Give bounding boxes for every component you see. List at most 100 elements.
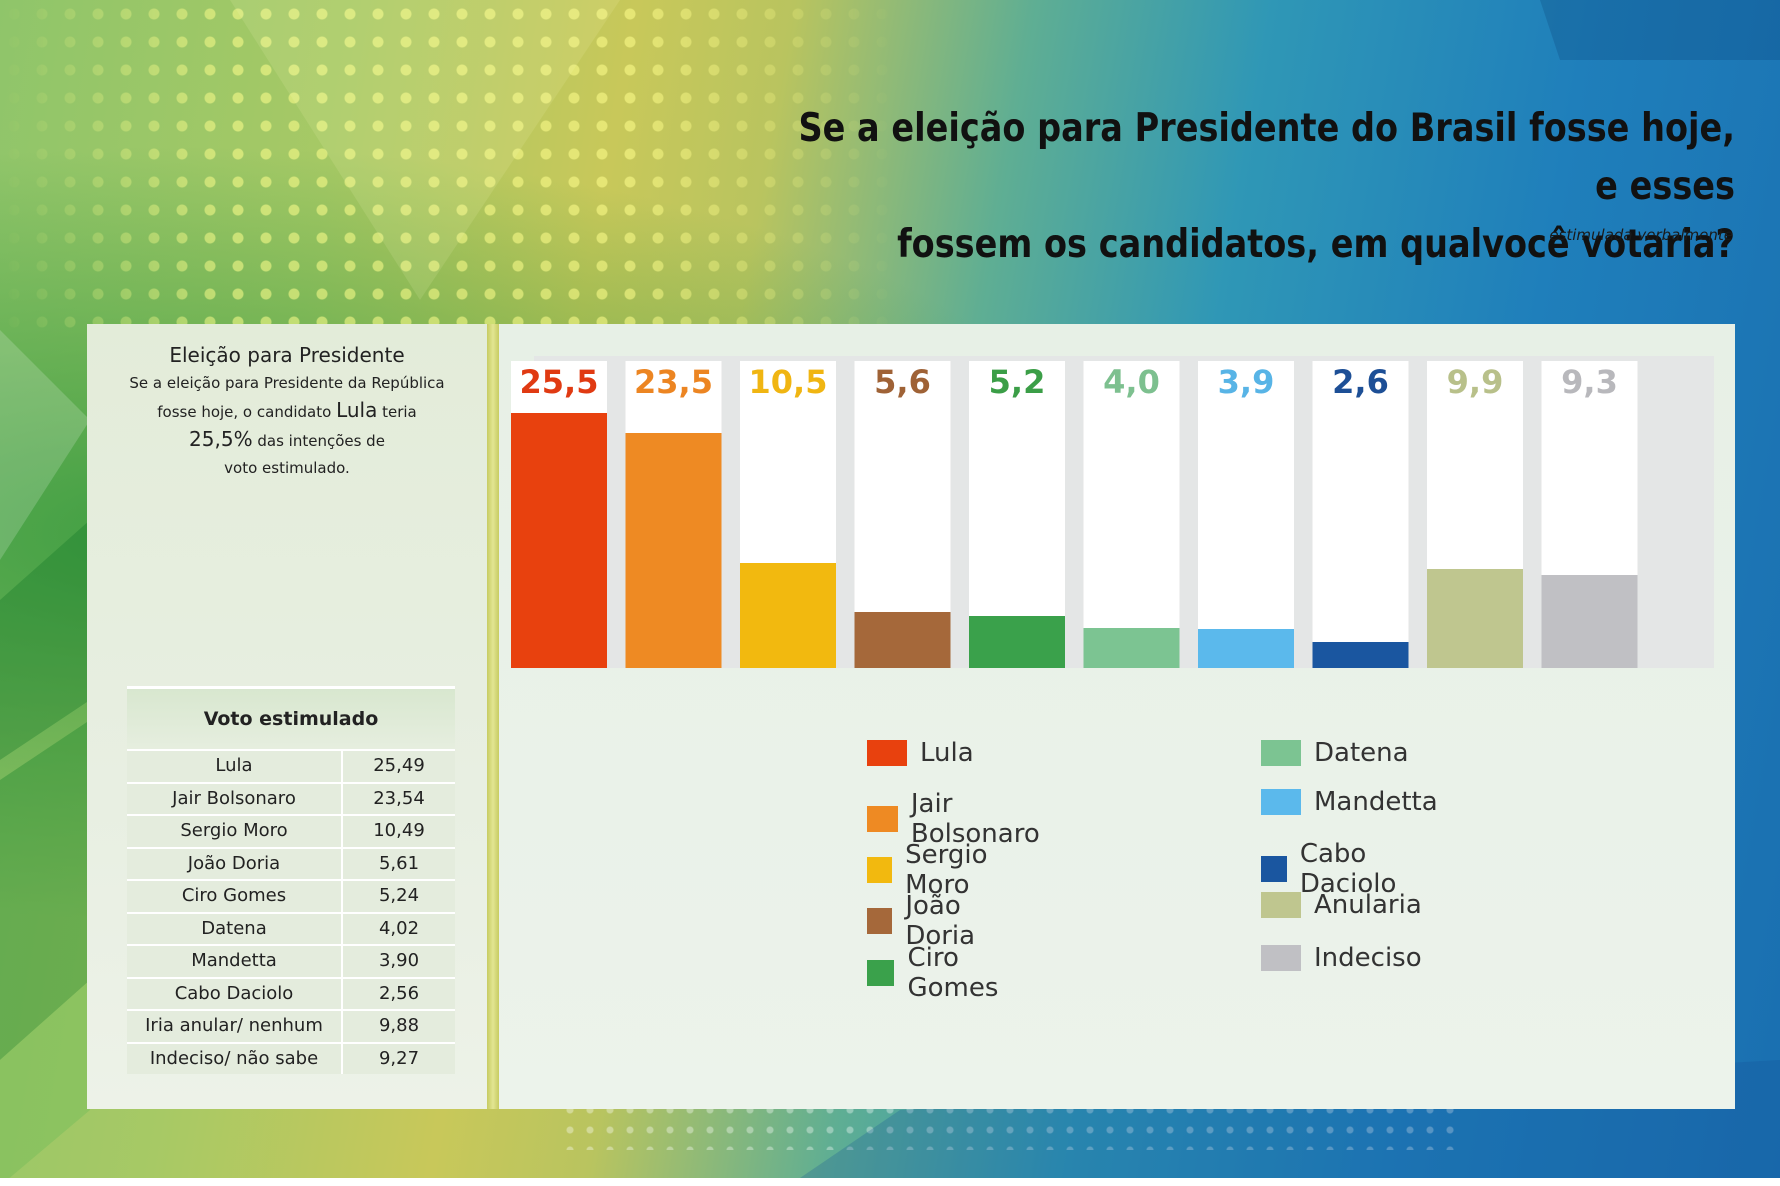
- legend-label: João Doria: [905, 891, 976, 951]
- bar: [969, 616, 1065, 668]
- table-cell-value: 25,49: [373, 755, 425, 776]
- summary-line-1: Se a eleição para Presidente da Repúblic…: [129, 374, 445, 392]
- summary-heading: Eleição para Presidente: [169, 343, 405, 367]
- data-label: 10,5: [749, 363, 828, 401]
- bar: [740, 563, 836, 668]
- legend-swatch: [1261, 740, 1301, 766]
- legend-item: Jair Bolsonaro: [867, 789, 1049, 849]
- legend-label: Datena: [1314, 738, 1409, 768]
- bar-slot: [1198, 361, 1294, 668]
- panel-separator: [487, 324, 499, 1109]
- data-label: 5,2: [989, 363, 1046, 401]
- table-cell-value: 4,02: [378, 917, 420, 939]
- legend-item: Sergio Moro: [867, 840, 1002, 900]
- chart-panel: 25,5 23,5 10,5 5,6 5,2 4,0 3,9 2,6 9,9 9,3 Lula Ja…: [499, 324, 1735, 1109]
- bar-slot: [1083, 361, 1180, 668]
- legend-label: Anularia: [1314, 890, 1422, 920]
- table-row: Cabo Daciolo 2,56: [127, 976, 455, 1009]
- legend-item: Indeciso: [1261, 943, 1422, 973]
- legend-item: Anularia: [1261, 890, 1422, 920]
- legend-swatch: [1261, 789, 1301, 815]
- table-row: Lula 25,49: [127, 749, 455, 782]
- legend-swatch: [867, 960, 895, 986]
- table-cell-name: Iria anular/ nenhum: [127, 1011, 343, 1042]
- chart-title: Se a eleição para Presidente do Brasil f…: [789, 100, 1735, 274]
- legend-swatch: [867, 806, 898, 832]
- legend-item: Lula: [867, 738, 974, 768]
- legend-swatch: [867, 857, 893, 883]
- legend-label: Lula: [920, 738, 974, 768]
- table-cell-name: Ciro Gomes: [127, 881, 343, 912]
- votes-table: Voto estimulado Lula 25,49 Jair Bolsonaro 2…: [127, 686, 455, 1074]
- title-line-2: fossem os candidatos, em qualvocê votari…: [897, 222, 1735, 267]
- table-cell-value: 5,61: [378, 852, 420, 874]
- bottom-strip: [0, 1178, 1780, 1186]
- table-cell-name: Indeciso/ não sabe: [127, 1043, 343, 1074]
- legend-swatch: [867, 740, 907, 766]
- table-cell-value: 9,88: [378, 1015, 420, 1036]
- table-cell-value: 23,54: [373, 787, 425, 809]
- data-label: 9,9: [1447, 363, 1504, 401]
- legend-label: Cabo Daciolo: [1299, 839, 1397, 899]
- table-row: Sergio Moro 10,49: [127, 814, 455, 847]
- data-label: 25,5: [520, 363, 599, 401]
- table-cell-name: Lula: [127, 751, 343, 782]
- table-row: Ciro Gomes 5,24: [127, 879, 455, 912]
- table-row: João Doria 5,61: [127, 846, 455, 879]
- legend-item: Mandetta: [1261, 787, 1438, 817]
- data-label: 5,6: [874, 363, 931, 401]
- legend-label: Ciro Gomes: [907, 943, 999, 1003]
- table-cell-value: 3,90: [378, 950, 420, 971]
- summary-line-3: 25,5% das intenções de: [100, 426, 474, 455]
- table-cell-name: Mandetta: [127, 946, 343, 977]
- legend-label: Sergio Moro: [905, 840, 988, 900]
- summary-text: Eleição para Presidente Se a eleição par…: [100, 340, 474, 482]
- subtitle-note: estimulada verbalmente: [1549, 226, 1733, 244]
- bar: [1427, 569, 1523, 668]
- bar: [625, 433, 722, 668]
- summary-percent: 25,5%: [189, 427, 253, 451]
- title-line-1: Se a eleição para Presidente do Brasil f…: [798, 106, 1735, 209]
- data-label: 9,3: [1561, 363, 1618, 401]
- table-row: Mandetta 3,90: [127, 944, 455, 977]
- legend-item: Cabo Daciolo: [1261, 839, 1411, 899]
- table-cell-name: Datena: [127, 913, 343, 944]
- legend-item: João Doria: [867, 891, 990, 951]
- legend-label: Indeciso: [1314, 943, 1422, 973]
- data-label: 3,9: [1218, 363, 1275, 401]
- summary-line-2-post: teria: [377, 403, 417, 421]
- table-cell-value: 9,27: [378, 1047, 420, 1069]
- table-header: Voto estimulado: [127, 686, 455, 749]
- summary-line-2-pre: fosse hoje, o candidato: [157, 403, 337, 421]
- bar: [511, 413, 607, 668]
- bar-slot: [1312, 361, 1409, 668]
- dot-pattern: [0, 0, 900, 330]
- legend-swatch: [867, 908, 893, 934]
- table-cell-value: 2,56: [378, 982, 420, 1004]
- table-cell-name: Jair Bolsonaro: [127, 783, 343, 814]
- legend-item: Datena: [1261, 738, 1409, 768]
- data-label: 2,6: [1332, 363, 1389, 401]
- bar: [854, 612, 951, 668]
- table-cell-name: João Doria: [127, 848, 343, 879]
- table-cell-name: Sergio Moro: [127, 816, 343, 847]
- bar: [1198, 629, 1294, 668]
- legend-item: Ciro Gomes: [867, 943, 1011, 1003]
- bar: [1083, 628, 1180, 668]
- bar-chart: 25,5 23,5 10,5 5,6 5,2 4,0 3,9 2,6 9,9 9,3: [511, 356, 1714, 668]
- data-label: 4,0: [1103, 363, 1160, 401]
- data-label: 23,5: [634, 363, 713, 401]
- table-cell-value: 10,49: [373, 820, 425, 841]
- summary-line-2: fosse hoje, o candidato Lula teria: [100, 397, 474, 426]
- legend-swatch: [1261, 945, 1301, 971]
- bar: [1541, 575, 1638, 668]
- legend-label: Mandetta: [1314, 787, 1438, 817]
- table-row: Indeciso/ não sabe 9,27: [127, 1041, 455, 1074]
- bar: [1312, 642, 1409, 668]
- legend-swatch: [1261, 856, 1287, 882]
- table-cell-name: Cabo Daciolo: [127, 978, 343, 1009]
- table-cell-value: 5,24: [378, 885, 420, 906]
- table-row: Iria anular/ nenhum 9,88: [127, 1009, 455, 1042]
- summary-line-4: voto estimulado.: [224, 459, 350, 477]
- table-body: Lula 25,49 Jair Bolsonaro 23,54 Sergio Moro 1…: [127, 749, 455, 1074]
